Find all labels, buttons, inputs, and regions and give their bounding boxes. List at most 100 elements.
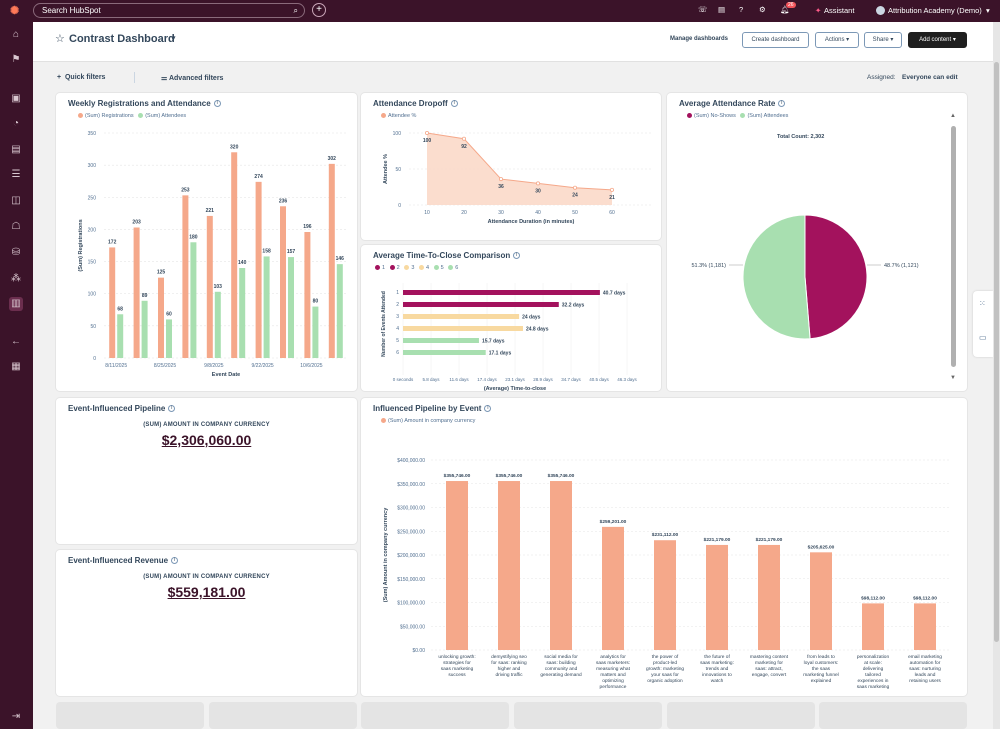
attendance-dropoff-card[interactable]: Attendance Dropoff i Attendee % 100 50 0 100…	[361, 93, 661, 240]
bar	[810, 552, 832, 650]
content-icon[interactable]: ▤	[11, 144, 21, 155]
scroll-down-icon[interactable]: ▼	[950, 375, 956, 381]
info-icon[interactable]: i	[778, 100, 786, 108]
assigned-value[interactable]: Everyone can edit	[902, 74, 958, 81]
y-tick-label: $0.00	[412, 648, 425, 654]
manage-dashboards-link[interactable]: Manage dashboards	[670, 36, 729, 42]
data-point	[535, 181, 540, 186]
info-icon[interactable]: i	[484, 405, 492, 413]
page-title[interactable]: Contrast Dashboard	[69, 33, 175, 45]
apps-icon[interactable]: ▦	[11, 361, 21, 372]
commerce-icon[interactable]: ◫	[11, 195, 21, 206]
hubspot-logo-icon[interactable]: ✺	[10, 5, 20, 17]
share-button[interactable]: Share ▾	[864, 32, 902, 48]
data-label: 40.7 days	[603, 291, 626, 297]
y-axis-label: (Sum) Amount in company currency	[383, 507, 389, 602]
add-content-button[interactable]: Add content ▾	[908, 32, 967, 48]
data-label: 103	[214, 284, 223, 290]
automation-icon[interactable]: ⁂	[11, 273, 21, 284]
phone-icon[interactable]: ☏	[698, 5, 708, 14]
x-tick-label: demystifying seo for saas: ranking higher …	[491, 654, 527, 678]
y-tick-label: 50	[90, 324, 96, 330]
data-label: 21	[609, 195, 615, 201]
bar	[654, 540, 676, 650]
x-tick-label: 5.8 days	[422, 377, 440, 382]
chat-icon[interactable]: ▭	[979, 333, 987, 342]
bar	[190, 242, 197, 358]
filter-divider	[134, 72, 135, 83]
data-label: 24.8 days	[526, 327, 549, 333]
time-to-close-card[interactable]: Average Time-To-Close Comparison i 1 2 3 …	[361, 245, 661, 391]
info-icon[interactable]: i	[513, 252, 521, 260]
data-label: $98,112.00	[913, 595, 937, 601]
x-tick-label: 20	[461, 210, 467, 216]
data-point	[462, 136, 467, 141]
x-tick-label: 28.9 days	[533, 377, 553, 382]
data-label: 140	[238, 260, 247, 266]
account-menu[interactable]: Attribution Academy (Demo)	[888, 6, 982, 15]
help-icon[interactable]: ?	[739, 5, 744, 14]
x-tick-label: 40	[535, 210, 541, 216]
data-point	[498, 177, 503, 182]
influenced-pipeline-card[interactable]: Influenced Pipeline by Event i (Sum) Amou…	[361, 398, 967, 696]
legend: (Sum) Amount in company currency	[381, 418, 475, 424]
expand-icon[interactable]: ⇥	[11, 711, 21, 722]
bookmark-icon[interactable]: ⚑	[11, 54, 21, 65]
legend-swatch	[740, 113, 746, 119]
data-label: 36	[498, 184, 504, 190]
collapse-icon[interactable]: ←	[11, 336, 21, 347]
attendance-rate-card[interactable]: Average Attendance Rate i (Sum) No-Shows …	[667, 93, 967, 391]
legend-swatch	[404, 265, 410, 271]
avatar[interactable]	[876, 6, 885, 15]
weekly-registrations-card[interactable]: Weekly Registrations and Attendance i (Su…	[56, 93, 357, 391]
info-icon[interactable]: i	[213, 100, 221, 108]
quick-filters-button[interactable]: + Quick filters	[57, 74, 106, 81]
pipeline-kpi-card[interactable]: Event-Influenced Pipeline i (SUM) AMOUNT …	[56, 398, 357, 544]
chevron-down-icon: ▾	[986, 6, 990, 15]
bar	[403, 350, 486, 355]
reports-icon[interactable]: ▥	[9, 297, 23, 311]
bar	[133, 227, 140, 358]
legend-item: 6	[455, 265, 459, 271]
sales-icon[interactable]: ☰	[11, 169, 21, 180]
y-tick-label: 250	[88, 195, 97, 201]
create-dashboard-button[interactable]: Create dashboard	[742, 32, 809, 48]
area-line	[426, 132, 613, 191]
kpi-value[interactable]: $559,181.00	[167, 584, 246, 600]
scroll-up-icon[interactable]: ▲	[950, 113, 956, 119]
grid-dots-icon[interactable]: ⁙	[979, 299, 986, 308]
info-icon[interactable]: i	[168, 405, 176, 413]
data-icon[interactable]: ⛁	[11, 247, 21, 258]
bar	[158, 277, 164, 358]
page-scrollbar[interactable]	[993, 22, 1000, 729]
data-label: 80	[313, 299, 319, 305]
marketing-icon[interactable]: ◔	[12, 118, 20, 129]
info-icon[interactable]: i	[450, 100, 458, 108]
marketplace-icon[interactable]: ▤	[718, 5, 726, 14]
data-label: 146	[336, 256, 345, 262]
assistant-button[interactable]: Assistant	[824, 6, 855, 15]
legend-item: 1	[382, 265, 386, 271]
settings-icon[interactable]: ⚙	[759, 5, 766, 14]
page-scroll-thumb[interactable]	[994, 62, 999, 642]
home-icon[interactable]: ⌂	[12, 29, 20, 40]
info-icon[interactable]: i	[171, 557, 179, 565]
revenue-kpi-card[interactable]: Event-Influenced Revenue i (SUM) AMOUNT I…	[56, 550, 357, 696]
bar	[403, 314, 520, 319]
title-chevron-down-icon[interactable]: ▾	[171, 33, 176, 43]
kpi-value[interactable]: $2,306,060.00	[161, 432, 252, 448]
advanced-filters-button[interactable]: ⚌ Advanced filters	[161, 74, 223, 82]
card-scrollbar[interactable]	[951, 126, 956, 367]
x-tick-label: 50	[572, 210, 578, 216]
legend-item: (Sum) Attendees	[747, 113, 789, 119]
contacts-icon[interactable]: ▣	[11, 93, 21, 104]
service-icon[interactable]: ☖	[11, 221, 21, 232]
search-input[interactable]: Search HubSpot ⌕	[33, 3, 305, 18]
data-label: 100	[423, 138, 432, 144]
bar	[280, 206, 286, 358]
actions-button[interactable]: Actions ▾	[815, 32, 859, 48]
notifications-icon[interactable]: 🔔︎	[780, 5, 790, 14]
favorite-star-icon[interactable]: ☆	[55, 33, 65, 45]
bar	[255, 181, 262, 358]
add-icon[interactable]: +	[312, 3, 326, 17]
